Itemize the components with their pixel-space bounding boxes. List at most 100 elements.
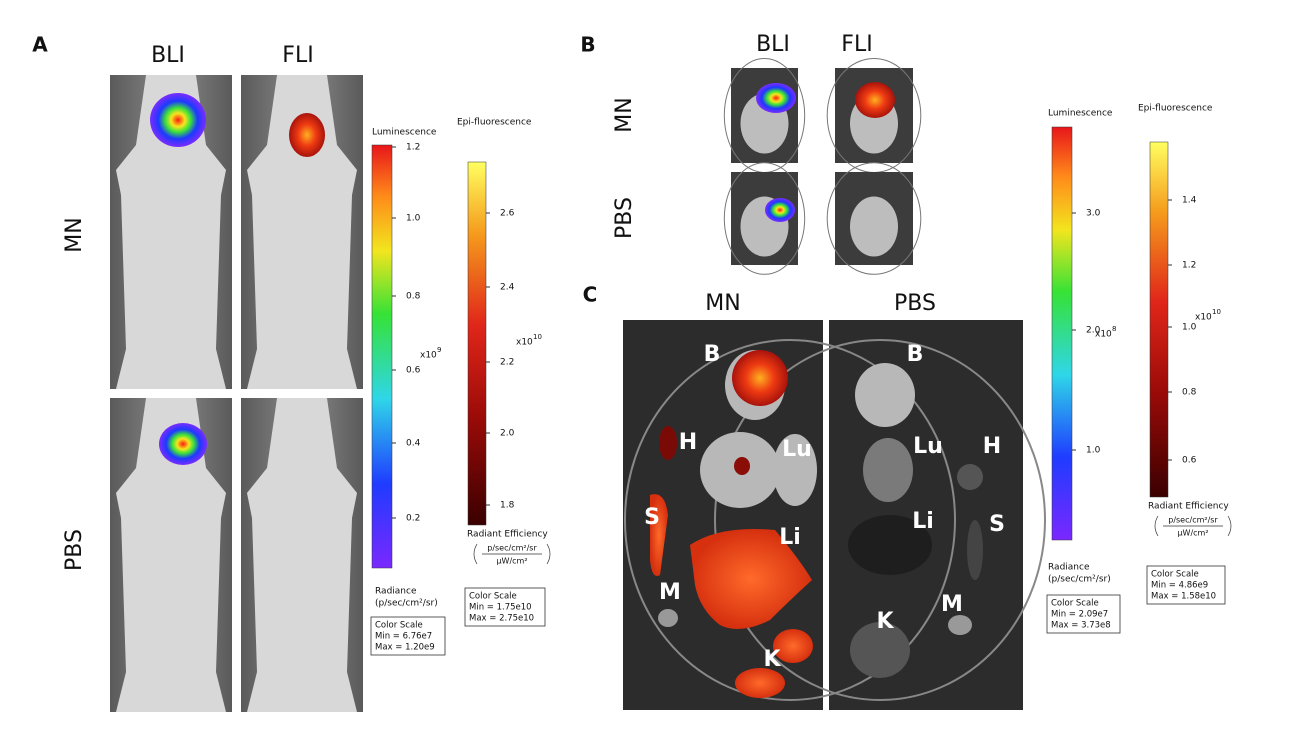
row-label: MN — [612, 97, 637, 132]
column-label: BLI — [756, 32, 790, 57]
multiplier: x10 — [1195, 313, 1212, 323]
tick-label: 1.2 — [406, 143, 420, 153]
unit: (p/sec/cm²/sr) — [1048, 575, 1111, 585]
column-label: BLI — [151, 43, 185, 68]
scale-box — [370, 616, 446, 656]
tick-label: 2.6 — [500, 209, 515, 219]
scale-box-line: Max = 1.20e9 — [375, 643, 435, 653]
unit-title: Radiant Efficiency — [467, 530, 548, 540]
tick-label: 2.0 — [1086, 326, 1101, 336]
organ-label: Lu — [782, 437, 812, 462]
multiplier: x10 — [420, 351, 437, 361]
organ — [967, 520, 983, 580]
scale-title: Luminescence — [1048, 109, 1113, 119]
brain — [850, 196, 898, 257]
organ-label: K — [763, 647, 781, 672]
organ — [855, 363, 915, 427]
signal — [159, 423, 207, 465]
organ-label: B — [907, 342, 924, 367]
row-label: PBS — [612, 197, 637, 239]
column-label: FLI — [841, 32, 872, 57]
organ-label: S — [644, 505, 660, 530]
exponent: 10 — [1212, 308, 1221, 316]
scale-box — [1146, 565, 1226, 605]
scale-box-line: Color Scale — [1051, 599, 1099, 609]
scale-box-line: Min = 1.75e10 — [469, 603, 532, 613]
signal — [756, 83, 796, 113]
organ — [863, 438, 913, 502]
unit-denominator: µW/cm² — [1177, 529, 1208, 538]
tick-label: 1.0 — [406, 214, 421, 224]
signal — [765, 198, 795, 222]
signal — [659, 426, 677, 460]
organ-label: H — [983, 434, 1001, 459]
tick-label: 2.0 — [500, 429, 515, 439]
organ-label: Li — [779, 525, 801, 550]
row-label: PBS — [62, 529, 87, 571]
tick-label: 0.8 — [1182, 388, 1197, 398]
column-label: PBS — [894, 291, 936, 316]
column-label: FLI — [282, 43, 313, 68]
exponent: 9 — [437, 346, 441, 354]
organ — [850, 622, 910, 678]
tick-label: 0.2 — [406, 514, 420, 524]
unit-denominator: µW/cm² — [496, 557, 527, 566]
unit-numerator: p/sec/cm²/sr — [1168, 516, 1218, 525]
multiplier: x10 — [1095, 330, 1112, 340]
exponent: 10 — [533, 333, 542, 341]
tick-label: 1.8 — [500, 501, 515, 511]
organ-label: B — [704, 342, 721, 367]
scale-box-line: Max = 3.73e8 — [1051, 621, 1111, 631]
organ-label: K — [876, 609, 894, 634]
signal — [734, 457, 750, 475]
panel-label: B — [580, 33, 595, 57]
tick-label: 2.4 — [500, 283, 515, 293]
dish — [723, 162, 806, 275]
signal — [650, 494, 668, 576]
scale-box-line: Min = 2.09e7 — [1051, 610, 1108, 620]
unit-title: Radiance — [1048, 563, 1090, 573]
scale-box-line: Color Scale — [1151, 570, 1199, 580]
organ — [957, 464, 983, 490]
scale-box — [1046, 594, 1121, 634]
signal — [732, 350, 788, 406]
organ-label: Lu — [913, 434, 943, 459]
scale-title: Epi-fluorescence — [1138, 104, 1213, 114]
scale-box-line: Color Scale — [469, 592, 517, 602]
color-bar — [467, 161, 487, 526]
signal — [773, 629, 813, 663]
tick-label: 2.2 — [500, 358, 514, 368]
unit: (p/sec/cm²/sr) — [375, 599, 438, 609]
signal — [150, 93, 206, 147]
organ — [848, 515, 932, 575]
tick-label: 3.0 — [1086, 209, 1101, 219]
signal — [289, 113, 325, 157]
scale-box-line: Min = 6.76e7 — [375, 632, 432, 642]
scale-box-line: Color Scale — [375, 621, 423, 631]
organ-label: M — [659, 580, 681, 605]
organ — [773, 434, 817, 506]
paren — [1154, 515, 1159, 537]
signal — [855, 82, 895, 118]
mouse — [116, 398, 226, 712]
tick-label: 0.8 — [406, 292, 421, 302]
mouse — [116, 75, 226, 389]
mouse — [247, 398, 357, 712]
dish — [826, 162, 922, 275]
row-label: MN — [62, 217, 87, 252]
column-label: MN — [705, 291, 740, 316]
color-bar — [1051, 126, 1073, 541]
organ-label: Li — [912, 509, 934, 534]
panel-label: A — [32, 33, 48, 57]
paren — [1227, 515, 1232, 537]
unit-title: Radiance — [375, 587, 417, 597]
mouse — [247, 75, 357, 389]
signal — [735, 668, 785, 698]
scale-title: Epi-fluorescence — [457, 118, 532, 128]
tick-label: 1.4 — [1182, 196, 1197, 206]
scale-box — [464, 587, 546, 627]
tick-label: 0.4 — [406, 439, 421, 449]
panel-label: C — [583, 283, 598, 307]
unit-numerator: p/sec/cm²/sr — [487, 544, 537, 553]
